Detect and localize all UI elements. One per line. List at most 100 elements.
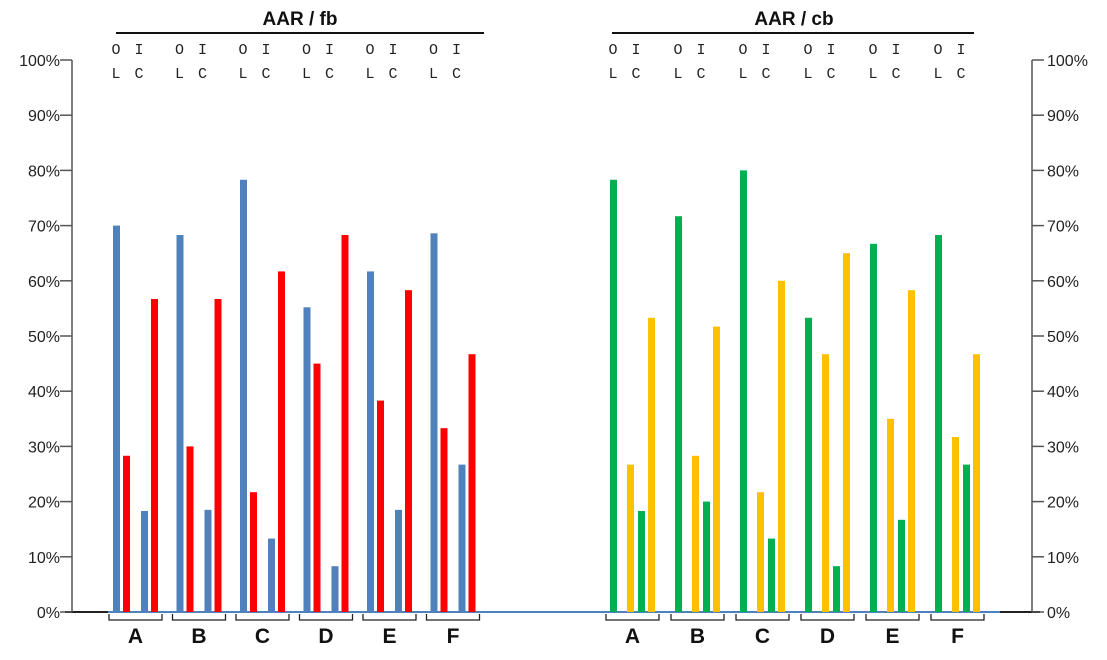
bar <box>313 363 321 612</box>
bar <box>805 317 812 612</box>
bar <box>713 326 720 612</box>
bar-letter: I <box>761 42 770 59</box>
panel-title: AAR / fb <box>263 9 338 30</box>
left-y-tick-label: 70% <box>28 219 60 236</box>
left-y-tick-label: 20% <box>28 495 60 512</box>
right-y-tick-label: 80% <box>1047 163 1079 180</box>
category-label: B <box>690 625 705 648</box>
bar-letter: O <box>365 42 374 59</box>
panel-title: AAR / cb <box>754 9 833 30</box>
right-y-tick-label: 0% <box>1047 605 1070 622</box>
right-y-tick-label: 40% <box>1047 384 1079 401</box>
bar-letter: C <box>198 66 207 83</box>
category-bracket <box>930 614 985 621</box>
category-label: D <box>318 625 333 648</box>
bar <box>822 354 829 612</box>
bar <box>675 216 682 612</box>
bar-letter: L <box>608 66 617 83</box>
category-bracket <box>298 614 354 621</box>
bar-letter: I <box>826 42 835 59</box>
bar <box>468 354 476 612</box>
bar <box>768 538 775 612</box>
bar-letter: C <box>826 66 835 83</box>
category-bracket <box>108 614 163 621</box>
bar-letter: L <box>738 66 747 83</box>
right-y-tick-label: 10% <box>1047 550 1079 567</box>
bar <box>113 225 120 612</box>
bar-letter: I <box>198 42 207 59</box>
right-y-tick-label: 100% <box>1047 53 1088 70</box>
left-y-tick-label: 0% <box>37 605 60 622</box>
bar-letter: C <box>761 66 770 83</box>
bar-letter: L <box>238 66 247 83</box>
bar-letter: C <box>891 66 900 83</box>
bar <box>250 492 257 612</box>
bar <box>692 455 699 612</box>
bar-letter: L <box>111 66 120 83</box>
bar-letter: O <box>608 42 617 59</box>
bar-letter: I <box>956 42 965 59</box>
bar-letter: C <box>956 66 965 83</box>
bar <box>458 464 466 612</box>
left-y-tick-label: 80% <box>28 163 60 180</box>
bar <box>638 510 645 612</box>
bar <box>887 418 894 612</box>
right-y-tick-label: 60% <box>1047 274 1079 291</box>
bar <box>377 400 384 612</box>
category-bracket <box>171 614 227 621</box>
bar-letter: L <box>673 66 682 83</box>
bar <box>757 492 764 612</box>
bar-letter: I <box>452 42 461 59</box>
bar-letter: O <box>803 42 812 59</box>
bar <box>176 234 184 612</box>
category-label: F <box>951 625 964 648</box>
left-y-tick-label: 40% <box>28 384 60 401</box>
category-label: D <box>820 625 835 648</box>
bar-letter: L <box>429 66 438 83</box>
bar <box>123 455 130 612</box>
bar-letter: C <box>452 66 461 83</box>
bar-letter: L <box>365 66 374 83</box>
right-y-tick-label: 20% <box>1047 495 1079 512</box>
bar <box>331 566 339 612</box>
bar <box>395 509 402 612</box>
bar <box>341 234 349 612</box>
bar-letter: I <box>891 42 900 59</box>
right-y-tick-label: 90% <box>1047 108 1079 125</box>
category-bracket <box>425 614 481 621</box>
bar-letter: C <box>325 66 334 83</box>
left-y-tick-label: 50% <box>28 329 60 346</box>
bar-letter: O <box>111 42 120 59</box>
bar <box>703 501 710 612</box>
bar <box>973 354 980 612</box>
left-y-tick-label: 30% <box>28 439 60 456</box>
bar-letter: C <box>696 66 705 83</box>
category-label: C <box>755 625 770 648</box>
bar <box>186 446 194 612</box>
bar-letter: I <box>261 42 270 59</box>
bar <box>214 299 222 612</box>
right-y-tick-label: 50% <box>1047 329 1079 346</box>
bar <box>141 510 148 612</box>
bar <box>627 464 634 612</box>
bar <box>898 519 905 612</box>
bar <box>303 307 311 612</box>
bar <box>870 243 877 613</box>
bar-letter: O <box>429 42 438 59</box>
bar-letter: L <box>302 66 311 83</box>
category-bracket <box>235 614 290 621</box>
category-bracket <box>670 614 725 621</box>
bar <box>963 464 970 612</box>
bar-letter: I <box>134 42 143 59</box>
bar-letter: C <box>134 66 143 83</box>
bar-letter: I <box>325 42 334 59</box>
bar <box>952 437 959 612</box>
category-bracket <box>865 614 920 621</box>
bar <box>204 509 212 612</box>
bar <box>648 317 655 612</box>
category-bracket <box>735 614 790 621</box>
category-label: E <box>885 625 899 648</box>
bar <box>935 234 942 612</box>
bar <box>151 299 158 612</box>
